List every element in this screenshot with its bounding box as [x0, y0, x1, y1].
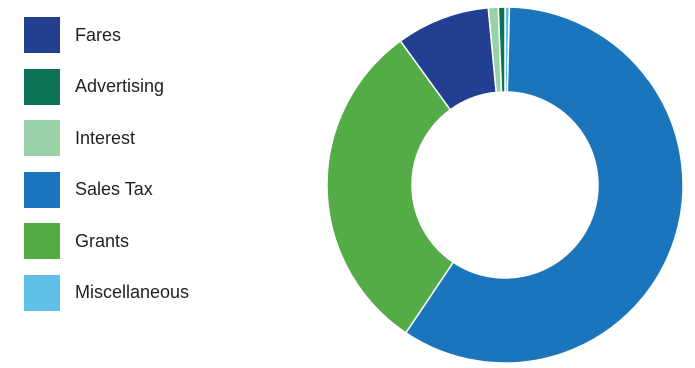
legend-swatch-interest — [24, 120, 60, 156]
legend-label-advertising: Advertising — [75, 76, 165, 96]
legend-item-fares: Fares — [24, 17, 189, 53]
chart-legend: Fares Advertising Interest Sales Tax Gra… — [24, 17, 189, 326]
legend-swatch-grants — [24, 223, 60, 259]
legend-item-sales-tax: Sales Tax — [24, 171, 189, 208]
legend-item-miscellaneous: Miscellaneous — [24, 274, 190, 311]
donut-slice-sales-tax — [405, 6, 684, 364]
legend-label-fares: Fares — [75, 24, 122, 45]
donut-slice-grants — [326, 40, 454, 334]
legend-item-advertising: Advertising — [24, 68, 189, 105]
legend-item-grants: Grants — [24, 223, 189, 259]
legend-label-grants: Grants — [75, 230, 130, 251]
legend-swatch-miscellaneous — [24, 274, 60, 311]
legend-swatch-advertising — [24, 68, 60, 105]
legend-swatch-fares — [24, 17, 60, 53]
legend-label-interest: Interest — [75, 127, 136, 148]
legend-label-sales-tax: Sales Tax — [75, 179, 153, 199]
donut-chart — [326, 6, 684, 364]
legend-label-miscellaneous: Miscellaneous — [75, 282, 190, 302]
legend-item-interest: Interest — [24, 120, 189, 156]
legend-swatch-sales-tax — [24, 171, 60, 208]
donut-slice-advertising — [497, 6, 506, 93]
